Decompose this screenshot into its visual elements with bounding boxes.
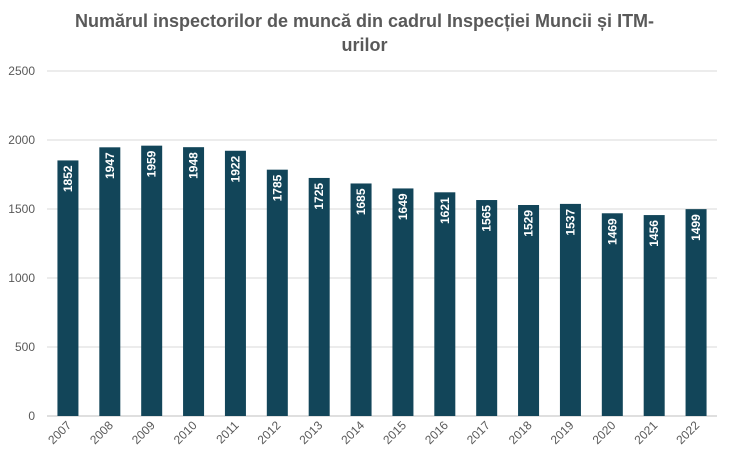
bar	[601, 213, 623, 416]
bar	[266, 169, 288, 416]
bar-data-label: 1621	[438, 197, 452, 224]
bar	[224, 150, 246, 416]
y-tick-label: 0	[28, 409, 35, 423]
bar	[685, 209, 707, 416]
y-tick-label: 2500	[8, 64, 35, 78]
bar	[183, 147, 205, 416]
x-tick-label: 2018	[506, 418, 535, 447]
bar	[643, 215, 665, 416]
x-tick-label: 2021	[632, 418, 661, 447]
bar	[392, 188, 414, 416]
x-tick-label: 2007	[45, 418, 74, 447]
bar-data-label: 1529	[522, 210, 536, 237]
x-axis: 2007 2008 2009 2010 2011 2012 2013 2014 2015 2016…	[45, 418, 702, 447]
bar-data-label: 1537	[563, 209, 577, 236]
bar	[350, 183, 372, 416]
bar-data-label: 1948	[187, 152, 201, 179]
bar-data-label: 1499	[689, 214, 703, 241]
x-tick-label: 2015	[380, 418, 409, 447]
bar-data-label: 1947	[103, 152, 117, 179]
bar-data-label: 1565	[480, 205, 494, 232]
bar-data-label: 1685	[354, 188, 368, 215]
chart-title-line-2: urilor	[341, 35, 387, 55]
y-tick-label: 1000	[8, 271, 35, 285]
x-tick-label: 2020	[590, 418, 619, 447]
bar	[476, 200, 498, 416]
x-tick-label: 2009	[129, 418, 158, 447]
x-tick-label: 2017	[464, 418, 493, 447]
x-tick-label: 2013	[297, 418, 326, 447]
bar	[99, 147, 121, 416]
bar	[518, 204, 540, 416]
bar-data-label: 1959	[145, 150, 159, 177]
bar-data-label: 1725	[312, 183, 326, 210]
bar-data-label: 1456	[647, 220, 661, 247]
x-tick-label: 2012	[255, 418, 284, 447]
x-tick-label: 2010	[171, 418, 200, 447]
bar	[308, 177, 330, 416]
bar	[57, 160, 79, 416]
bar-data-label: 1852	[61, 165, 75, 192]
bar-data-label: 1922	[228, 155, 242, 182]
x-tick-label: 2016	[422, 418, 451, 447]
x-tick-label: 2019	[548, 418, 577, 447]
bars: 1852 1947 1959 1948 1922 1785 1725 1685 1649 1621…	[57, 145, 707, 416]
y-axis: 0 500 1000 1500 2000 2500	[8, 64, 35, 423]
bar-data-label: 1649	[396, 193, 410, 220]
bar	[559, 203, 581, 416]
bar-data-label: 1469	[605, 218, 619, 245]
x-tick-label: 2014	[338, 418, 367, 447]
bar	[141, 145, 163, 416]
x-tick-label: 2011	[213, 418, 241, 446]
y-tick-label: 1500	[8, 202, 35, 216]
x-tick-label: 2022	[673, 418, 702, 447]
chart-title-line-1: Numărul inspectorilor de muncă din cadru…	[75, 11, 654, 31]
bar-data-label: 1785	[270, 174, 284, 201]
bar	[434, 192, 456, 416]
y-tick-label: 500	[15, 340, 35, 354]
x-tick-label: 2008	[87, 418, 116, 447]
y-tick-label: 2000	[8, 133, 35, 147]
